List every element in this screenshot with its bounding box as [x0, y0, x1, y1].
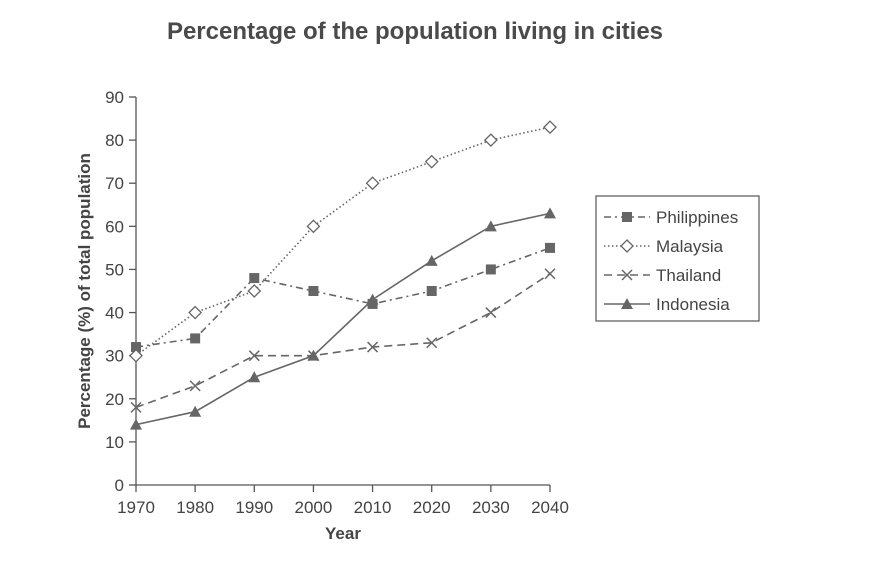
data-point-malaysia [483, 133, 498, 148]
data-point-indonesia [307, 349, 320, 361]
data-point-philippines [190, 333, 201, 344]
y-tick-label: 20 [105, 390, 124, 409]
data-point-thailand [544, 268, 556, 280]
y-tick-label: 30 [105, 347, 124, 366]
data-point-philippines [308, 286, 319, 296]
marker-x-stroke [621, 269, 633, 281]
data-point-malaysia [543, 120, 557, 135]
x-tick-label: 2040 [531, 498, 569, 517]
y-tick-label: 50 [105, 260, 124, 279]
data-point-thailand [485, 307, 497, 319]
y-axis-title: Percentage (%) of total population [75, 153, 94, 429]
data-point-philippines [426, 286, 437, 296]
legend-marker [621, 269, 633, 281]
data-point-indonesia [484, 220, 497, 232]
data-point-indonesia [366, 293, 379, 305]
y-tick-label: 70 [105, 174, 124, 193]
series-malaysia [129, 120, 557, 363]
data-point-malaysia [306, 219, 321, 234]
series-line-indonesia [135, 212, 551, 426]
legend-marker [622, 212, 632, 222]
legend-item-malaysia: Malaysia [604, 237, 724, 256]
legend-label: Thailand [656, 266, 721, 285]
data-point-thailand [130, 401, 142, 413]
legend-item-thailand: Thailand [604, 266, 721, 285]
data-point-thailand [189, 380, 201, 392]
legend-label: Indonesia [656, 295, 730, 314]
data-point-philippines [545, 242, 555, 253]
data-point-indonesia [425, 254, 438, 266]
y-tick-label: 90 [105, 88, 124, 107]
marker-x-stroke [189, 380, 201, 392]
data-point-philippines [485, 264, 496, 275]
y-tick-label: 80 [105, 131, 124, 150]
marker-x-stroke [485, 307, 497, 319]
x-tick-label: 1990 [235, 498, 273, 517]
marker-x-stroke [544, 268, 556, 280]
data-point-malaysia [365, 176, 380, 191]
series-line-philippines [135, 247, 551, 348]
x-tick-label: 2030 [472, 498, 510, 517]
data-point-philippines [249, 273, 260, 284]
data-point-malaysia [129, 348, 143, 363]
y-tick-label: 0 [115, 476, 124, 495]
x-tick-label: 2020 [413, 498, 451, 517]
marker-x-stroke [248, 350, 260, 362]
data-point-thailand [248, 350, 260, 362]
x-axis-title: Year [325, 524, 361, 543]
chart-title: Percentage of the population living in c… [166, 18, 664, 45]
marker-x-stroke [426, 337, 438, 349]
x-tick-label: 2010 [354, 498, 392, 517]
series-layer [129, 120, 557, 430]
marker-x-stroke [367, 341, 379, 353]
legend-item-indonesia: Indonesia [604, 295, 730, 314]
x-tick-label: 2000 [295, 498, 333, 517]
legend-label: Philippines [656, 208, 738, 227]
series-philippines [131, 242, 555, 353]
data-point-thailand [426, 337, 438, 349]
data-point-thailand [367, 341, 379, 353]
data-point-indonesia [248, 371, 261, 383]
series-line-malaysia [135, 126, 551, 357]
series-indonesia [130, 207, 556, 430]
data-point-indonesia [189, 405, 202, 417]
data-point-indonesia [544, 207, 556, 219]
marker-x-stroke [130, 401, 142, 413]
data-point-malaysia [424, 154, 439, 169]
y-tick-label: 10 [105, 433, 124, 452]
x-tick-label: 1970 [117, 498, 155, 517]
data-point-indonesia [130, 418, 142, 430]
data-point-malaysia [247, 284, 262, 298]
legend-item-philippines: Philippines [604, 208, 738, 227]
legend-label: Malaysia [656, 237, 724, 256]
legend-marker [620, 239, 634, 253]
legend-marker [621, 298, 633, 309]
legend: Philippines Malaysia Thailand Indonesia [595, 195, 760, 322]
x-tick-label: 1980 [176, 498, 214, 517]
y-tick-label: 60 [105, 217, 124, 236]
y-tick-label: 40 [105, 304, 124, 323]
data-point-malaysia [188, 305, 203, 320]
data-point-philippines [131, 342, 141, 353]
